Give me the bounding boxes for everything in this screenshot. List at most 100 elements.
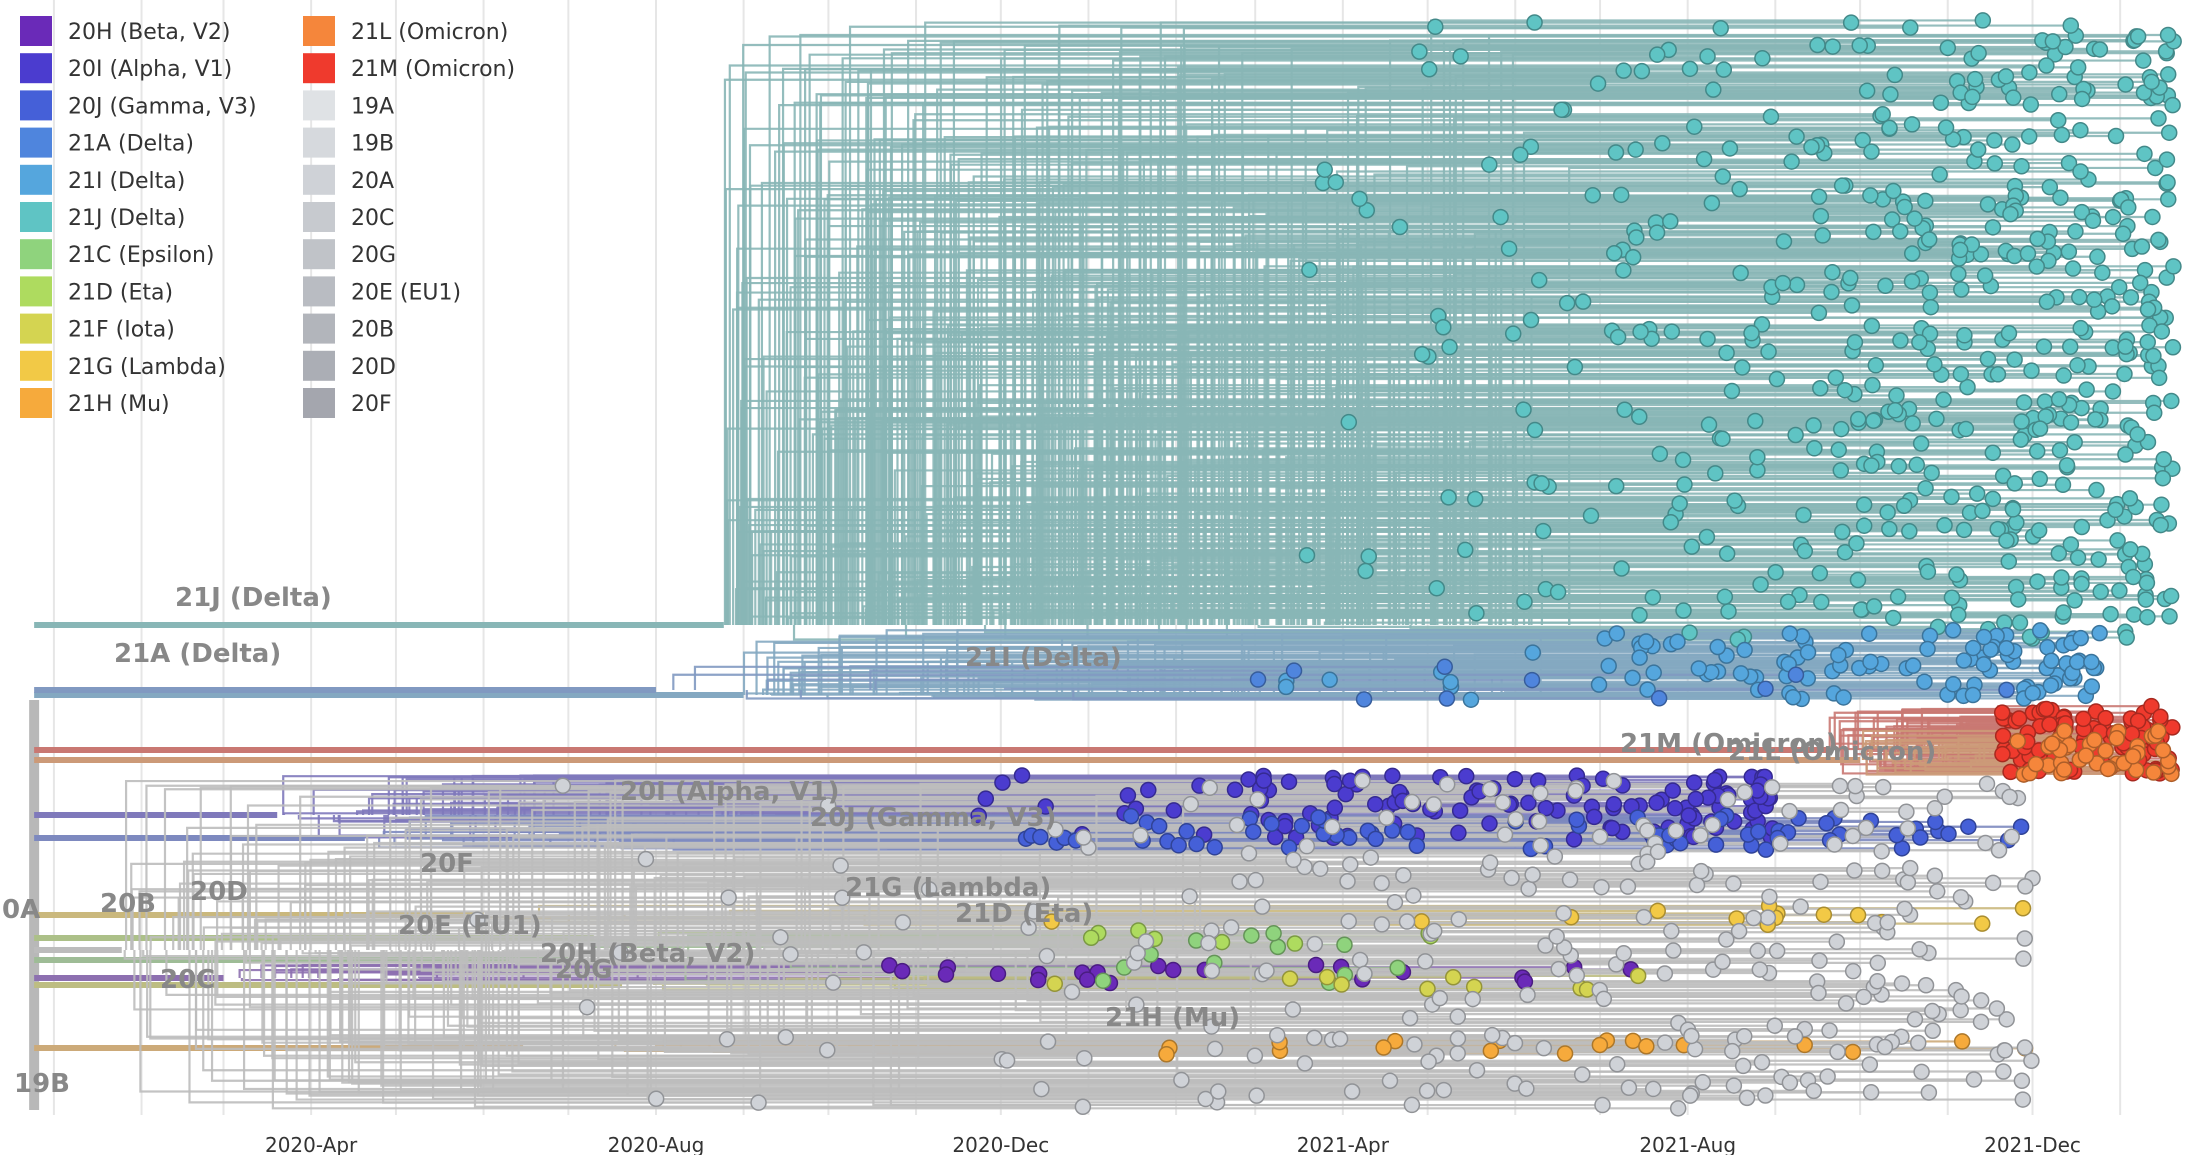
tip-20a[interactable] (1869, 972, 1886, 990)
tip-21j-delta[interactable] (2150, 369, 2168, 387)
tip-20a[interactable] (1826, 836, 1843, 853)
tip-21j-delta[interactable] (1681, 60, 1699, 78)
tip-21j-delta[interactable] (1515, 401, 1532, 418)
tip-21j-delta[interactable] (1732, 264, 1749, 282)
tip-20a[interactable] (750, 1094, 767, 1111)
tip-20a[interactable] (1567, 782, 1584, 800)
tip-21j-delta[interactable] (2006, 351, 2023, 368)
tip-21j-delta[interactable] (2159, 191, 2177, 208)
tip-20a[interactable] (1520, 880, 1537, 898)
tip-21j-delta[interactable] (1754, 50, 1771, 67)
tip-21j-delta[interactable] (1553, 101, 1570, 118)
tip-20a[interactable] (1805, 1082, 1823, 1100)
tip-20a[interactable] (1246, 1047, 1264, 1065)
tip-20a[interactable] (1591, 828, 1609, 846)
tip-20a[interactable] (1354, 772, 1371, 789)
tip-20a[interactable] (2017, 878, 2034, 895)
tip-20a[interactable] (1340, 913, 1357, 930)
tip-21j-delta[interactable] (1534, 522, 1552, 540)
tip-21j-delta[interactable] (2162, 587, 2180, 605)
tip-20a[interactable] (1669, 1100, 1687, 1117)
tip-21i-delta[interactable] (1919, 640, 1936, 658)
tip-21j-delta[interactable] (1787, 426, 1804, 444)
tip-21j-delta[interactable] (1917, 192, 1934, 210)
tip-20a[interactable] (1719, 791, 1737, 808)
tip-21j-delta[interactable] (1889, 588, 1907, 606)
tip-21j-delta[interactable] (1718, 344, 1735, 362)
tip-21c-epsilon[interactable] (1094, 972, 1112, 989)
tip-21j-delta[interactable] (2050, 391, 2068, 408)
tip-21j-delta[interactable] (1832, 462, 1850, 479)
tip-21j-delta[interactable] (1749, 448, 1766, 466)
tip-21j-delta[interactable] (1984, 490, 2002, 508)
tip-21j-delta[interactable] (1865, 412, 1882, 429)
tip-21j-delta[interactable] (2069, 356, 2086, 374)
tip-21j-delta[interactable] (1703, 194, 1721, 212)
tip-21i-delta[interactable] (1608, 625, 1626, 642)
tip-20a[interactable] (1197, 1090, 1214, 1108)
tip-21j-delta[interactable] (2110, 278, 2128, 296)
tip-20a[interactable] (1228, 816, 1246, 834)
tip-21j-delta[interactable] (1747, 412, 1764, 430)
tip-21j-delta[interactable] (1851, 37, 1868, 54)
tip-20a[interactable] (1401, 1009, 1419, 1027)
tip-21i-delta[interactable] (1964, 639, 1982, 657)
tip-21j-delta[interactable] (1921, 325, 1939, 343)
tip-21j-delta[interactable] (2038, 57, 2055, 74)
tip-20i-alpha-v1[interactable] (977, 790, 995, 807)
tip-21i-delta[interactable] (2039, 639, 2056, 656)
tip-20a[interactable] (1724, 1042, 1741, 1060)
tip-21l-omicron[interactable] (2150, 723, 2167, 740)
tip-20a[interactable] (1403, 1096, 1421, 1114)
tip-20i-alpha-v1[interactable] (994, 774, 1011, 791)
tip-21f-iota[interactable] (1333, 976, 1350, 993)
tip-21j-delta[interactable] (1986, 132, 2003, 149)
tip-20a[interactable] (647, 1090, 665, 1108)
tip-21m-omicron[interactable] (2041, 716, 2058, 733)
tip-21j-delta[interactable] (2015, 394, 2033, 411)
tip-20a[interactable] (1033, 1080, 1050, 1098)
tip-21j-delta[interactable] (1956, 327, 1973, 344)
tip-21j-delta[interactable] (2064, 260, 2082, 277)
tip-20a[interactable] (1555, 939, 1573, 956)
tip-21j-delta[interactable] (2139, 333, 2156, 351)
tip-21j-delta[interactable] (1814, 227, 1831, 244)
tip-21i-delta[interactable] (2068, 653, 2086, 671)
tip-21j-delta[interactable] (2090, 551, 2107, 568)
tip-21j-delta[interactable] (2117, 338, 2134, 355)
tip-21j-delta[interactable] (1775, 233, 1793, 250)
tip-21j-delta[interactable] (2078, 381, 2095, 398)
tip-20h-beta-v2[interactable] (989, 965, 1007, 983)
tip-20i-alpha-v1[interactable] (1481, 815, 1498, 832)
tip-21m-omicron[interactable] (2075, 710, 2092, 728)
tip-21j-delta[interactable] (1921, 284, 1939, 301)
tip-20a[interactable] (772, 928, 789, 946)
tip-21j-delta[interactable] (1301, 261, 1318, 279)
tip-20a[interactable] (1253, 898, 1271, 915)
tip-21j-delta[interactable] (2012, 431, 2030, 448)
tip-21j-delta[interactable] (1705, 81, 1722, 98)
tip-21j-delta[interactable] (1360, 548, 1377, 565)
tip-21j-delta[interactable] (1522, 311, 1540, 329)
tip-20a[interactable] (1663, 922, 1680, 940)
tip-20a[interactable] (1417, 953, 1434, 970)
tip-20a[interactable] (1020, 919, 1037, 937)
tip-21j-delta[interactable] (1805, 417, 1822, 434)
tip-21j-delta[interactable] (1836, 381, 1854, 399)
tip-21j-delta[interactable] (1848, 535, 1865, 552)
tip-20a[interactable] (1771, 835, 1789, 852)
tip-21j-delta[interactable] (2122, 541, 2139, 558)
tip-20a[interactable] (1203, 962, 1221, 980)
tip-20a[interactable] (1821, 1022, 1838, 1039)
tip-20a[interactable] (1972, 1013, 1990, 1031)
tip-21j-delta[interactable] (1863, 317, 1881, 335)
tip-21i-delta[interactable] (1690, 660, 1708, 677)
tip-21i-delta[interactable] (2072, 629, 2089, 647)
tip-21j-delta[interactable] (1707, 465, 1724, 482)
tip-21i-delta[interactable] (2091, 624, 2108, 642)
tip-21j-delta[interactable] (1607, 477, 1625, 495)
tip-21j-delta[interactable] (1631, 408, 1648, 426)
tip-20i-alpha-v1[interactable] (1384, 767, 1401, 785)
tip-20a[interactable] (1857, 819, 1875, 837)
tip-20a[interactable] (1906, 1010, 1924, 1028)
